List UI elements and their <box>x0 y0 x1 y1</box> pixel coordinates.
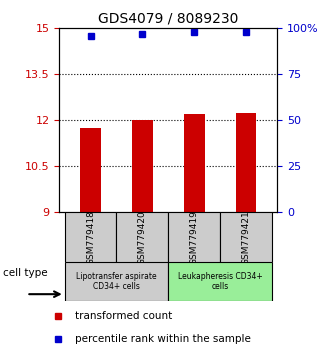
Bar <box>132 120 153 212</box>
Bar <box>116 212 168 262</box>
Text: Leukapheresis CD34+
cells: Leukapheresis CD34+ cells <box>178 272 263 291</box>
Bar <box>80 128 101 212</box>
Text: cell type: cell type <box>3 268 48 279</box>
Bar <box>184 114 205 212</box>
Bar <box>65 212 116 262</box>
Title: GDS4079 / 8089230: GDS4079 / 8089230 <box>98 12 239 26</box>
Text: GSM779420: GSM779420 <box>138 210 147 264</box>
Text: Lipotransfer aspirate
CD34+ cells: Lipotransfer aspirate CD34+ cells <box>76 272 157 291</box>
Text: GSM779421: GSM779421 <box>242 210 250 264</box>
Text: transformed count: transformed count <box>75 311 172 321</box>
Text: percentile rank within the sample: percentile rank within the sample <box>75 334 250 344</box>
Text: GSM779419: GSM779419 <box>190 210 199 265</box>
Bar <box>236 113 256 212</box>
Text: GSM779418: GSM779418 <box>86 210 95 265</box>
Bar <box>220 212 272 262</box>
Bar <box>168 262 272 301</box>
Bar <box>168 212 220 262</box>
Bar <box>65 262 168 301</box>
